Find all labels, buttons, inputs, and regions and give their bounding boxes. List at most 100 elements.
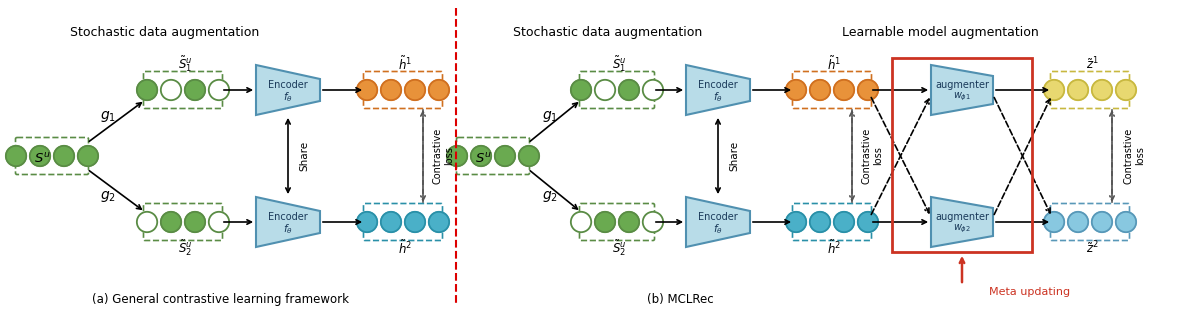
FancyBboxPatch shape — [793, 71, 872, 109]
Circle shape — [1044, 80, 1064, 100]
Text: Stochastic data augmentation: Stochastic data augmentation — [70, 26, 259, 39]
Circle shape — [429, 212, 449, 232]
Text: $\tilde{S}_1^u$: $\tilde{S}_1^u$ — [178, 54, 193, 74]
Text: $\tilde{h}^1$: $\tilde{h}^1$ — [398, 55, 413, 73]
Text: Contrastive
loss: Contrastive loss — [1124, 128, 1145, 184]
FancyBboxPatch shape — [793, 203, 872, 241]
Text: $g_1$: $g_1$ — [542, 109, 558, 124]
Circle shape — [471, 146, 491, 166]
Circle shape — [30, 146, 50, 166]
Text: $f_\theta$: $f_\theta$ — [283, 90, 292, 104]
FancyBboxPatch shape — [1051, 203, 1130, 241]
Circle shape — [1092, 80, 1112, 100]
Circle shape — [1068, 80, 1088, 100]
Circle shape — [786, 80, 806, 100]
Circle shape — [618, 80, 640, 100]
Circle shape — [137, 80, 157, 100]
Circle shape — [810, 80, 830, 100]
Text: $w_{\phi 1}$: $w_{\phi 1}$ — [952, 91, 971, 103]
Text: $g_1$: $g_1$ — [100, 109, 117, 124]
FancyBboxPatch shape — [1051, 71, 1130, 109]
Circle shape — [184, 80, 206, 100]
Circle shape — [209, 212, 229, 232]
Polygon shape — [931, 65, 993, 115]
Circle shape — [571, 212, 591, 232]
Text: $\tilde{S}_1^u$: $\tilde{S}_1^u$ — [612, 54, 627, 74]
Circle shape — [447, 146, 467, 166]
Text: Contrastive
loss: Contrastive loss — [861, 128, 882, 184]
Text: $\tilde{h}^1$: $\tilde{h}^1$ — [828, 55, 841, 73]
Circle shape — [161, 80, 181, 100]
Polygon shape — [686, 65, 750, 115]
Text: $\tilde{z}^2$: $\tilde{z}^2$ — [1086, 240, 1099, 256]
Circle shape — [857, 212, 879, 232]
Text: Share: Share — [729, 141, 740, 171]
Text: augmenter: augmenter — [935, 212, 989, 222]
Text: $w_{\phi 2}$: $w_{\phi 2}$ — [954, 223, 971, 235]
Polygon shape — [686, 197, 750, 247]
FancyBboxPatch shape — [144, 71, 222, 109]
Circle shape — [571, 80, 591, 100]
Text: $\tilde{S}_2^u$: $\tilde{S}_2^u$ — [612, 238, 627, 258]
Circle shape — [594, 212, 615, 232]
Text: $g_2$: $g_2$ — [100, 188, 117, 203]
Text: $S^u$: $S^u$ — [474, 152, 491, 166]
Text: $\tilde{h}^2$: $\tilde{h}^2$ — [398, 239, 413, 257]
Circle shape — [786, 212, 806, 232]
FancyBboxPatch shape — [579, 203, 654, 241]
Text: Share: Share — [298, 141, 309, 171]
Text: Encoder: Encoder — [269, 80, 308, 90]
Text: (b) MCLRec: (b) MCLRec — [647, 294, 713, 306]
Text: $S^u$: $S^u$ — [33, 152, 50, 166]
Circle shape — [495, 146, 515, 166]
Circle shape — [1092, 212, 1112, 232]
Text: $f_\theta$: $f_\theta$ — [713, 222, 723, 236]
Circle shape — [833, 80, 854, 100]
Circle shape — [184, 212, 206, 232]
Circle shape — [357, 212, 377, 232]
Text: $f_\theta$: $f_\theta$ — [283, 222, 292, 236]
Circle shape — [643, 212, 663, 232]
Text: Contrastive
loss: Contrastive loss — [432, 128, 454, 184]
Text: augmenter: augmenter — [935, 80, 989, 90]
Text: Learnable model augmentation: Learnable model augmentation — [842, 26, 1038, 39]
Text: Encoder: Encoder — [698, 212, 738, 222]
Circle shape — [643, 80, 663, 100]
Polygon shape — [256, 65, 320, 115]
Circle shape — [161, 212, 181, 232]
Circle shape — [77, 146, 99, 166]
Circle shape — [429, 80, 449, 100]
Text: Encoder: Encoder — [269, 212, 308, 222]
FancyBboxPatch shape — [364, 71, 442, 109]
FancyBboxPatch shape — [457, 138, 529, 174]
Text: (a) General contrastive learning framework: (a) General contrastive learning framewo… — [92, 294, 348, 306]
Circle shape — [1044, 212, 1064, 232]
Circle shape — [209, 80, 229, 100]
Text: $\tilde{h}^2$: $\tilde{h}^2$ — [828, 239, 841, 257]
Circle shape — [618, 212, 640, 232]
Circle shape — [404, 80, 426, 100]
Text: Meta updating: Meta updating — [989, 287, 1070, 297]
Circle shape — [6, 146, 26, 166]
Circle shape — [518, 146, 539, 166]
Bar — [892, 58, 1032, 252]
FancyBboxPatch shape — [364, 203, 442, 241]
FancyBboxPatch shape — [15, 138, 88, 174]
Text: Encoder: Encoder — [698, 80, 738, 90]
Circle shape — [54, 146, 74, 166]
FancyBboxPatch shape — [579, 71, 654, 109]
Circle shape — [380, 80, 401, 100]
Text: $\tilde{S}_2^u$: $\tilde{S}_2^u$ — [178, 238, 193, 258]
Circle shape — [1068, 212, 1088, 232]
Circle shape — [404, 212, 426, 232]
Circle shape — [357, 80, 377, 100]
Text: $g_2$: $g_2$ — [542, 188, 558, 203]
Circle shape — [1115, 80, 1137, 100]
Polygon shape — [931, 197, 993, 247]
Circle shape — [380, 212, 401, 232]
Circle shape — [594, 80, 615, 100]
Circle shape — [857, 80, 879, 100]
Text: $\tilde{z}^1$: $\tilde{z}^1$ — [1086, 56, 1099, 72]
Text: $f_\theta$: $f_\theta$ — [713, 90, 723, 104]
Circle shape — [137, 212, 157, 232]
